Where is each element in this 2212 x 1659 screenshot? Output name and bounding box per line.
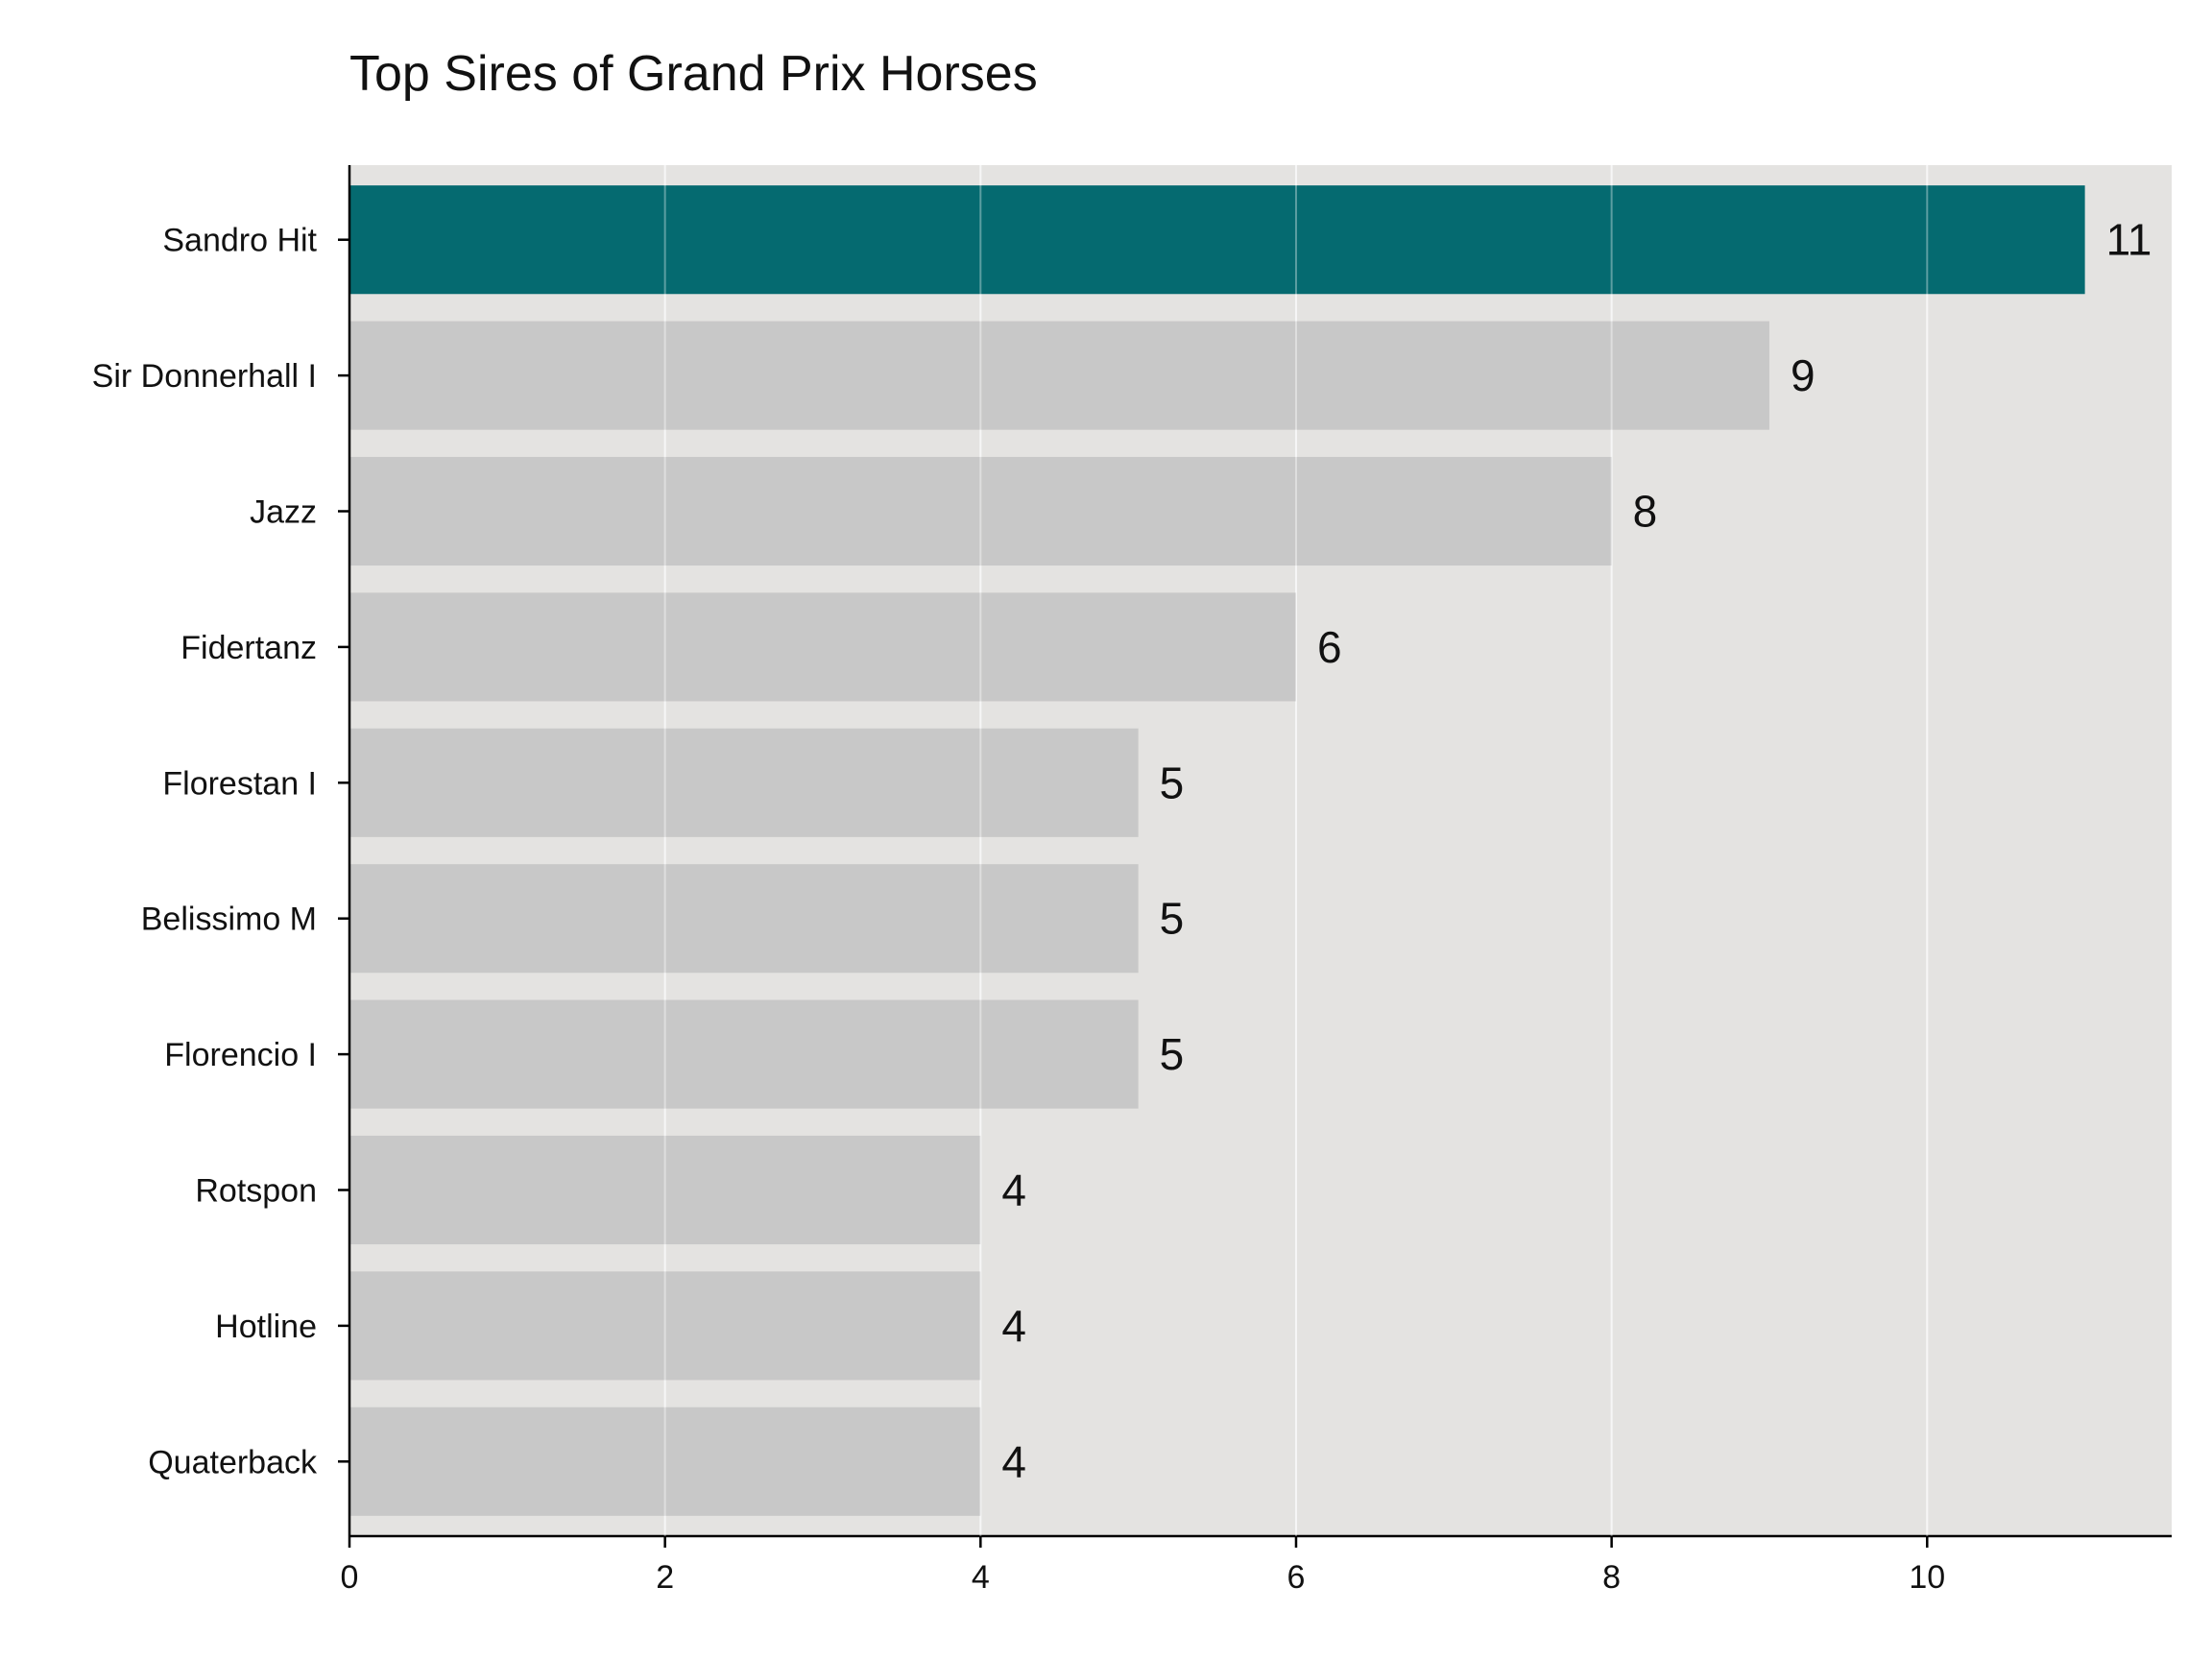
value-label: 6 [1317,622,1342,672]
x-tick-label: 10 [1909,1559,1945,1596]
x-tick-label: 6 [1287,1559,1306,1596]
bar [349,321,1769,430]
category-label: Fidertanz [180,630,317,666]
category-label: Florestan I [162,765,317,802]
bar [349,1407,981,1516]
value-label: 5 [1160,757,1185,807]
value-label: 9 [1791,350,1815,400]
category-label: Rotspon [195,1173,317,1210]
x-tick-label: 8 [1602,1559,1621,1596]
value-label: 8 [1633,487,1658,537]
bar [349,456,1612,566]
category-label: Jazz [250,494,317,531]
bar [349,728,1139,837]
value-label: 4 [1001,1436,1026,1486]
category-label: Quaterback [148,1444,318,1480]
value-label: 4 [1001,1166,1026,1215]
bar [349,1271,981,1381]
chart-title: Top Sires of Grand Prix Horses [349,46,1038,102]
y-axis: Sandro Hit Sir Donnerhall I Jazz Fidertanz F… [92,165,351,1536]
x-tick-label: 4 [972,1559,990,1596]
value-labels: 11 9 8 6 5 5 5 4 4 4 [1001,215,2152,1487]
category-label: Belissimo M [141,902,317,938]
x-tick-label: 2 [656,1559,674,1596]
bar [349,592,1296,702]
x-axis: 0 2 4 6 8 10 [341,1534,2172,1596]
x-tick-label: 0 [341,1559,359,1596]
value-label: 5 [1160,894,1185,944]
bar [349,864,1139,974]
value-label: 4 [1001,1301,1026,1351]
bar [349,999,1139,1109]
category-label: Sandro Hit [162,223,317,259]
bars [349,185,2085,1516]
bar [349,185,2085,295]
grid-lines-overlay [663,165,1929,1536]
value-label: 11 [2106,215,2152,265]
category-label: Sir Donnerhall I [92,358,317,395]
bar [349,1135,981,1245]
value-label: 5 [1160,1029,1185,1079]
category-label: Hotline [215,1309,317,1345]
category-label: Florencio I [164,1037,317,1073]
